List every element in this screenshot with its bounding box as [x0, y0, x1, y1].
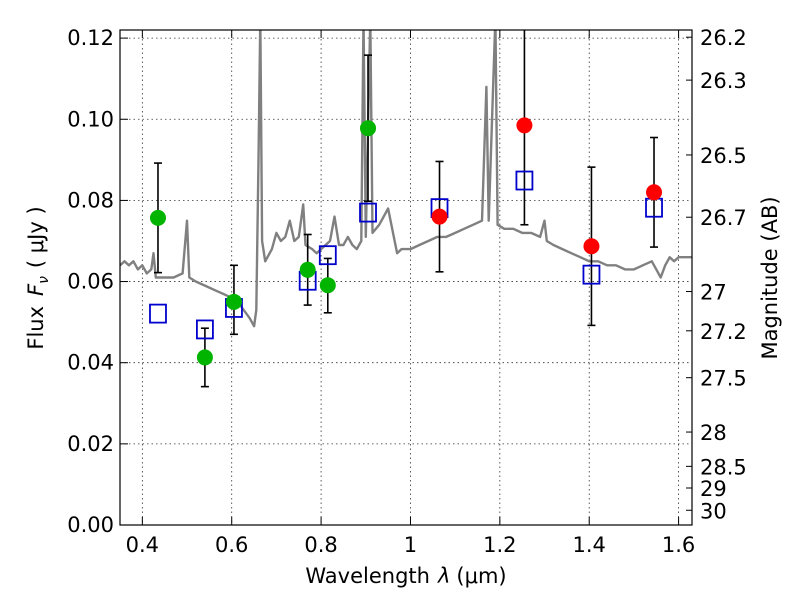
model-point — [582, 264, 601, 285]
right-tick-label: 28.5 — [700, 455, 747, 479]
observed-point-optical — [360, 120, 377, 137]
model-point — [318, 245, 337, 266]
right-tick-label: 26.7 — [700, 206, 747, 230]
x-tick-label: 0.6 — [215, 533, 248, 557]
ticks-layer: 0.4 0.6 0.8 1 1.2 1.4 1.6 0.00 0.02 0.04 0.06 0.08 0… — [67, 26, 747, 557]
y-tick-label: 0.10 — [67, 107, 114, 131]
x-tick-label: 1.2 — [483, 533, 516, 557]
y-tick-label: 0.02 — [67, 432, 114, 456]
observed-point-optical — [299, 261, 316, 278]
x-tick-label: 0.4 — [126, 533, 159, 557]
right-axis-label: Magnitude (AB) — [758, 196, 782, 359]
observed-point-nir — [431, 208, 448, 225]
observed-point-nir — [583, 238, 600, 255]
model-point — [149, 303, 167, 324]
errorbar-layer — [153, 30, 659, 388]
right-tick-label: 26.3 — [700, 69, 747, 93]
x-axis-label: Wavelength λ (μm) — [305, 564, 506, 588]
x-tick-label: 1.4 — [573, 533, 606, 557]
x-tick-label: 1 — [404, 533, 417, 557]
observed-point-optical — [149, 209, 166, 226]
x-tick-label: 1.6 — [662, 533, 695, 557]
model-point — [359, 202, 377, 223]
observed-point-optical — [196, 349, 213, 366]
plot-frame — [119, 29, 693, 526]
right-tick-label: 26.2 — [700, 26, 747, 50]
y-tick-label: 0.08 — [67, 188, 114, 212]
right-tick-label: 27.5 — [700, 367, 747, 391]
observed-point-nir — [646, 184, 663, 201]
observed-points-layer — [149, 117, 663, 366]
right-tick-label: 29 — [700, 477, 727, 501]
y-axis-label: FluxFν( μJy ) — [24, 206, 52, 349]
model-points-layer — [149, 170, 663, 340]
right-tick-label: 27 — [700, 281, 727, 305]
right-tick-label: 30 — [700, 499, 727, 523]
right-tick-label: 28 — [700, 421, 727, 445]
y-tick-label: 0.06 — [67, 270, 114, 294]
grid — [120, 30, 692, 526]
observed-point-optical — [225, 293, 242, 310]
y-tick-label: 0.04 — [67, 351, 114, 375]
template-spectrum-layer — [120, 30, 692, 328]
right-tick-label: 26.5 — [700, 144, 747, 168]
x-tick-label: 0.8 — [304, 533, 337, 557]
y-tick-label: 0.12 — [67, 26, 114, 50]
right-tick-label: 27.2 — [700, 320, 747, 344]
observed-point-optical — [319, 277, 336, 294]
y-tick-label: 0.00 — [67, 513, 114, 537]
model-point — [196, 319, 214, 340]
observed-point-nir — [516, 117, 533, 134]
model-point — [515, 170, 534, 191]
template-spectrum-line — [120, 30, 692, 328]
